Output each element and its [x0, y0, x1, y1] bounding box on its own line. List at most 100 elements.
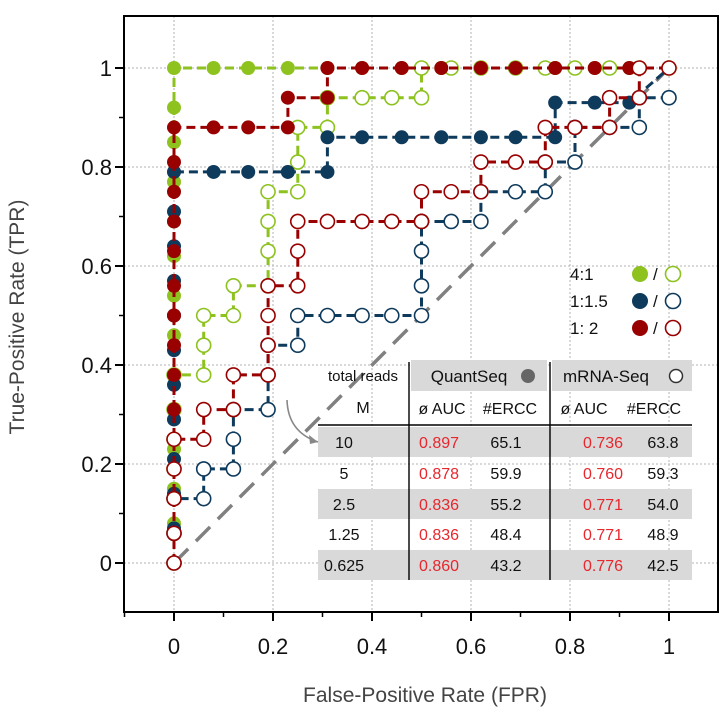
data-point: [289, 154, 306, 170]
row-shade: [318, 550, 692, 580]
x-tick-label: 0.6: [456, 634, 487, 659]
cell-quantseq-ercc: 55.2: [490, 497, 521, 514]
cell-reads: 1.25: [328, 527, 359, 544]
x-axis-label: False-Positive Rate (FPR): [303, 684, 547, 707]
data-point: [225, 461, 242, 477]
data-point: [280, 90, 295, 105]
data-point: [260, 277, 276, 294]
y-axis-label: True-Positive Rate (TPR): [6, 200, 29, 435]
data-point: [537, 154, 554, 170]
data-point: [195, 367, 212, 383]
cell-quantseq-auc: 0.860: [419, 558, 459, 575]
legend-filled-marker: [632, 320, 648, 336]
y-tick-label: 0.2: [81, 452, 112, 477]
data-point: [631, 89, 648, 106]
y-tick-label: 0.4: [81, 353, 112, 378]
data-point: [225, 367, 242, 383]
data-point: [167, 367, 181, 382]
data-point: [355, 61, 370, 75]
data-point: [167, 338, 181, 353]
data-point: [413, 89, 430, 106]
legend: 4:1 / 1:1.5 / 1: 2 /: [570, 265, 682, 338]
table-header-total-reads: total reads: [328, 368, 398, 385]
axes: 0 0.2 0.4 0.6 0.8 100.20.40.60.81: [81, 15, 719, 659]
data-point: [280, 61, 295, 75]
data-point: [473, 154, 489, 170]
legend-label: 4:1: [570, 265, 594, 284]
data-point: [260, 243, 276, 259]
data-point: [260, 307, 276, 324]
data-point: [195, 431, 212, 448]
cell-quantseq-ercc: 48.4: [490, 527, 521, 544]
data-point: [413, 307, 430, 324]
data-point: [394, 130, 409, 145]
data-point: [383, 213, 400, 230]
legend-filled-marker: [632, 293, 648, 309]
mrnaseq-open-marker: [668, 368, 684, 384]
x-tick-label: 0.4: [357, 634, 388, 659]
y-tick-label: 0.8: [81, 155, 112, 180]
data-point: [507, 183, 524, 200]
legend-filled-marker: [632, 266, 648, 282]
data-point: [166, 431, 182, 448]
data-point: [661, 60, 677, 76]
data-point: [383, 307, 400, 324]
data-point: [206, 61, 221, 75]
data-point: [260, 401, 276, 418]
cell-quantseq-auc: 0.897: [419, 435, 459, 452]
data-point: [319, 213, 336, 230]
col-header-ercc-quantseq: #ERCC: [483, 401, 537, 418]
data-point: [601, 89, 618, 106]
data-point: [225, 401, 242, 418]
data-point: [195, 401, 212, 418]
data-point: [548, 61, 563, 75]
data-point: [167, 100, 181, 115]
data-point: [167, 164, 181, 179]
data-point: [508, 61, 523, 75]
data-point: [289, 307, 306, 324]
data-point: [260, 213, 276, 230]
legend-separator: /: [653, 319, 658, 338]
data-point: [167, 61, 181, 75]
cell-mrnaseq-auc: 0.776: [583, 558, 623, 575]
cell-reads: 2.5: [333, 497, 355, 514]
data-point: [280, 164, 295, 179]
series-layer: [166, 60, 677, 571]
cell-mrnaseq-ercc: 42.5: [647, 558, 678, 575]
data-point: [473, 183, 489, 200]
header-bg-mrnaseq: [552, 360, 692, 391]
data-point: [167, 120, 181, 135]
cell-mrnaseq-ercc: 63.8: [647, 435, 678, 452]
data-point: [195, 461, 212, 477]
data-point: [413, 213, 430, 230]
data-point: [241, 61, 256, 75]
data-point: [587, 61, 602, 75]
data-point: [548, 95, 563, 110]
cell-quantseq-auc: 0.836: [419, 497, 459, 514]
data-point: [289, 337, 306, 354]
series-1-2-quantseq: [167, 61, 676, 570]
col-header-ercc-mrnaseq: #ERCC: [627, 401, 681, 418]
data-point: [195, 490, 212, 507]
row-shade: [318, 489, 692, 519]
data-point: [320, 164, 335, 179]
data-point: [587, 95, 602, 110]
col-header-auc-mrnaseq: ø AUC: [560, 401, 607, 418]
x-tick-label: 1: [663, 634, 675, 659]
data-point: [167, 155, 181, 170]
data-point: [320, 90, 335, 105]
table-header-mrnaseq: mRNA-Seq: [563, 367, 649, 386]
data-point: [567, 154, 583, 170]
data-point: [473, 130, 488, 145]
pointer-arrow: [286, 399, 319, 443]
cell-quantseq-auc: 0.836: [419, 527, 459, 544]
data-point: [167, 184, 181, 199]
x-tick-label: 0.8: [555, 634, 586, 659]
data-point: [473, 61, 488, 75]
data-point: [601, 119, 618, 136]
data-point: [166, 490, 182, 507]
data-point: [631, 119, 648, 136]
data-point: [260, 367, 276, 383]
data-point: [166, 555, 182, 571]
